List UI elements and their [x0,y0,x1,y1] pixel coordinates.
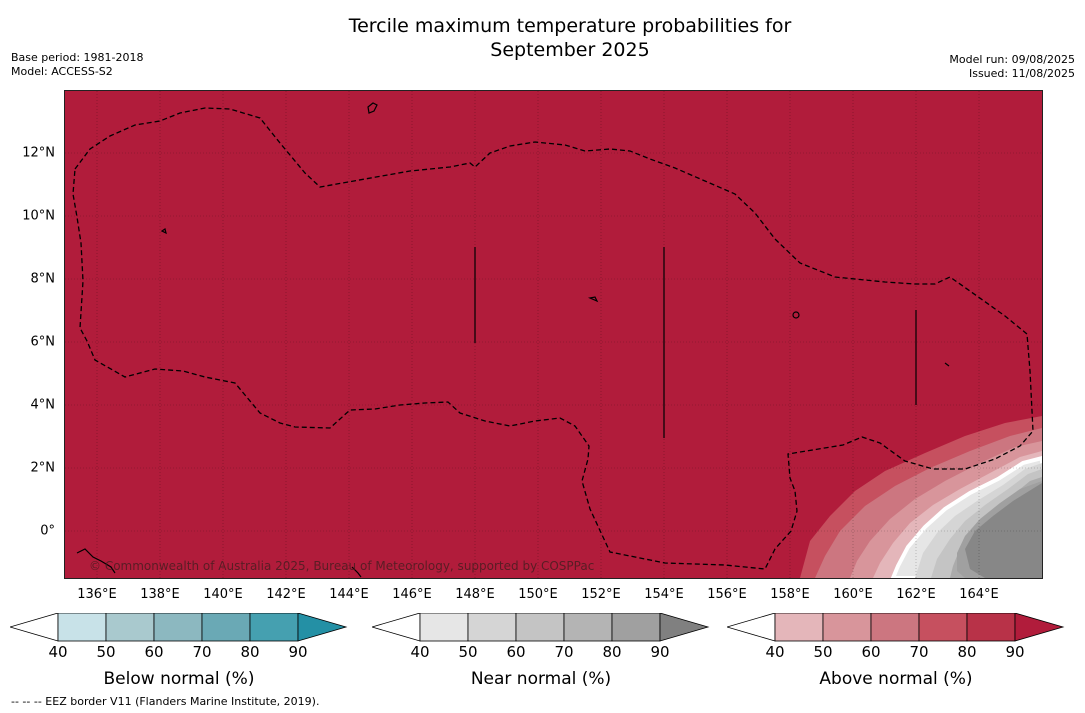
cbar-near-40-50 [419,613,469,642]
y-tick-4n: 4°N [30,397,56,413]
cbar-near-tick: 70 [554,643,574,661]
x-tick-150: 150°E [518,587,558,602]
meta-left: Base period: 1981-2018 Model: ACCESS-S2 [11,51,143,79]
cbar-near-tick: 60 [506,643,526,661]
cbar-below-low-extend [10,613,59,642]
island [367,102,378,114]
cbar-near-high-extend [659,613,710,642]
cbar-above-tick: 40 [765,643,785,661]
x-tick-160: 160°E [833,587,873,602]
island [76,548,116,574]
x-tick-148: 148°E [455,587,495,602]
x-tick-136: 136°E [77,587,117,602]
island [351,566,362,578]
eez-footnote: -- -- -- EEZ border V11 (Flanders Marine… [11,695,320,708]
x-tick-154: 154°E [644,587,684,602]
x-tick-140: 140°E [203,587,243,602]
cbar-below-tick: 80 [240,643,260,661]
eez-border [72,107,1034,570]
islands [76,102,950,578]
island [587,296,599,303]
colorbar-above-normal [727,613,1065,642]
y-tick-12n: 12°N [22,145,55,161]
x-tick-158: 158°E [770,587,810,602]
near-normal-label: Near normal (%) [470,669,612,689]
cbar-near-tick: 50 [458,643,478,661]
near-normal-90 [965,483,1042,578]
island [792,311,800,319]
copyright-notice: © Commonwealth of Australia 2025, Bureau… [89,559,595,573]
cbar-above-40-50 [774,613,824,642]
cbar-near-70-80 [563,613,613,642]
y-tick-8n: 8°N [30,271,56,287]
cbar-below-70-80 [201,613,251,642]
cbar-near-80-90 [611,613,661,642]
title-line-1: Tercile maximum temperature probabilitie… [348,15,792,37]
cbar-near-tick: 80 [602,643,622,661]
x-tick-142: 142°E [266,587,306,602]
cbar-above-60-70 [870,613,920,642]
colorbar-below-normal [10,613,348,642]
colorbar-near-normal [372,613,710,642]
cbar-near-tick: 90 [650,643,670,661]
cbar-below-60-70 [153,613,203,642]
cbar-below-40-50 [57,613,107,642]
cbar-above-low-extend [727,613,776,642]
x-tick-144: 144°E [329,587,369,602]
model-name: Model: ACCESS-S2 [11,65,113,78]
cbar-below-80-90 [249,613,299,642]
map-svg [65,91,1042,578]
chart-title: Tercile maximum temperature probabilitie… [0,14,1085,62]
x-tick-138: 138°E [140,587,180,602]
cbar-above-80-90 [966,613,1016,642]
model-run: Model run: 09/08/2025 [949,53,1075,66]
island [160,228,167,235]
x-tick-164: 164°E [959,587,999,602]
cbar-near-low-extend [372,613,421,642]
cbar-below-tick: 40 [48,643,68,661]
above-normal-label: Above normal (%) [819,669,973,689]
cbar-below-tick: 70 [192,643,212,661]
cbar-near-tick: 40 [410,643,430,661]
cbar-below-tick: 50 [96,643,116,661]
below-normal-label: Below normal (%) [103,669,255,689]
x-tick-152: 152°E [581,587,621,602]
x-tick-162: 162°E [896,587,936,602]
y-tick-0: 0° [40,523,55,539]
x-tick-146: 146°E [392,587,432,602]
cbar-below-tick: 90 [288,643,308,661]
cbar-above-70-80 [918,613,968,642]
cbar-above-tick: 90 [1005,643,1025,661]
cbar-above-tick: 70 [909,643,929,661]
cbar-above-high-extend [1014,613,1065,642]
issued-date: Issued: 11/08/2025 [968,67,1075,80]
cbar-above-tick: 60 [861,643,881,661]
cbar-near-50-60 [467,613,517,642]
y-tick-6n: 6°N [30,334,56,350]
cbar-above-tick: 50 [813,643,833,661]
cbar-below-tick: 60 [144,643,164,661]
y-tick-10n: 10°N [22,208,55,224]
meta-right: Model run: 09/08/2025 Issued: 11/08/2025 [949,53,1075,81]
island [944,362,950,367]
cbar-above-50-60 [822,613,872,642]
map-panel[interactable] [64,90,1043,579]
cbar-below-50-60 [105,613,155,642]
y-tick-2n: 2°N [30,460,56,476]
title-line-2: September 2025 [490,39,650,61]
cbar-near-60-70 [515,613,565,642]
cbar-below-high-extend [297,613,348,642]
base-period: Base period: 1981-2018 [11,51,144,64]
cbar-above-tick: 80 [957,643,977,661]
x-tick-156: 156°E [707,587,747,602]
